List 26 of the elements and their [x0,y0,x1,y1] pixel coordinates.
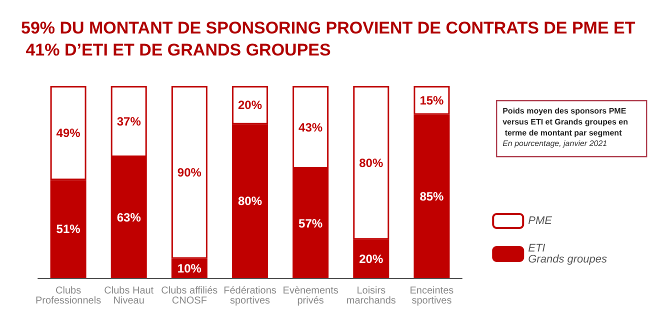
text: Poids moyen des sponsors PME versus ETI et Grands groupes en terme de montant par segment [502,106,628,138]
data-label: 63% [116,210,142,225]
data-label: 51% [56,222,81,236]
text: En pourcentage, janvier 2021 [502,139,608,148]
data-label: 20% [238,98,262,112]
data-label: 20% [359,252,384,266]
x-tick-label: Fédérations sportives [224,286,276,306]
data-label: 90% [177,165,202,180]
chart-title: 59% DU MONTANT DE SPONSORING PROVIENT DE CONTRATS DE PME ET 41% D’ETI ET DE GRANDS GROUPES [21,18,636,60]
data-label: 43% [298,120,323,134]
data-label: 85% [420,189,444,204]
x-tick-label: Clubs Haut Niveau [104,286,154,306]
data-label: 49% [56,126,81,140]
x-tick-label: Clubs Professionnels [35,286,102,306]
data-label: 57% [298,216,323,230]
data-label: 80% [359,156,384,170]
data-label: 15% [420,93,444,108]
x-tick-label: Evènements privés [282,286,338,306]
legend-label: ETI Grands groupes [528,242,608,266]
x-tick-label: Loisirs marchands [346,286,396,306]
x-tick-label: Enceintes sportives [410,286,454,306]
x-tick-label: Clubs affiliés CNOSF [161,286,218,306]
data-label: 37% [116,114,142,129]
data-label: 80% [238,194,262,208]
legend-label: PME [528,215,553,227]
data-label: 10% [177,261,202,276]
